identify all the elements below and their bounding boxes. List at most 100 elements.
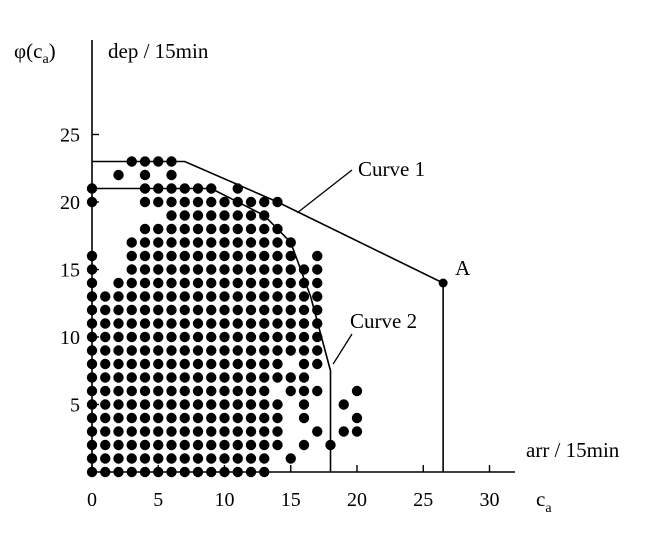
- scatter-point: [126, 304, 137, 316]
- scatter-point: [232, 453, 243, 464]
- scatter-point: [100, 358, 111, 370]
- scatter-point: [285, 318, 296, 329]
- scatter-point: [206, 196, 217, 208]
- scatter-point: [139, 453, 151, 464]
- scatter-point: [245, 345, 257, 356]
- scatter-point: [126, 264, 137, 275]
- x-tick-label: 15: [281, 489, 301, 511]
- scatter-point: [206, 331, 217, 343]
- scatter-point: [232, 385, 243, 397]
- scatter-point: [259, 439, 270, 451]
- scatter-point: [245, 250, 257, 262]
- scatter-point: [192, 237, 204, 248]
- scatter-point: [126, 277, 137, 289]
- scatter-point: [298, 439, 310, 451]
- scatter-point: [245, 385, 257, 397]
- x-tick-label: 10: [215, 489, 235, 511]
- scatter-point: [86, 291, 98, 302]
- scatter-point: [192, 250, 204, 262]
- scatter-point: [232, 358, 243, 370]
- scatter-point: [285, 277, 296, 289]
- scatter-point: [259, 466, 270, 478]
- labels: φ(ca) dep / 15min arr / 15min ca Curve 1…: [14, 39, 620, 516]
- scatter-point: [113, 304, 124, 316]
- scatter-point: [206, 358, 217, 370]
- scatter-point: [192, 439, 204, 451]
- scatter-point: [232, 223, 243, 235]
- scatter-point: [153, 439, 164, 451]
- scatter-point: [298, 345, 310, 356]
- scatter-point: [272, 372, 283, 383]
- scatter-point: [219, 196, 230, 208]
- scatter-point: [272, 399, 283, 410]
- scatter-point: [351, 412, 363, 424]
- scatter-point: [179, 358, 190, 370]
- scatter-point: [192, 183, 204, 194]
- scatter-point: [338, 399, 349, 410]
- scatter-point: [192, 453, 204, 464]
- scatter-point: [166, 277, 177, 289]
- scatter-point: [285, 372, 296, 383]
- scatter-point: [126, 156, 137, 167]
- scatter-point: [192, 277, 204, 289]
- scatter-point: [153, 304, 164, 316]
- scatter-point: [272, 291, 283, 302]
- scatter-point: [126, 331, 137, 343]
- scatter-point: [206, 439, 217, 451]
- y-tick-label: 25: [60, 125, 80, 147]
- scatter-point: [272, 250, 283, 262]
- x-axis-symbol: ca: [536, 487, 552, 516]
- scatter-point: [298, 291, 310, 302]
- scatter-point: [179, 426, 190, 437]
- scatter-point: [153, 277, 164, 289]
- scatter-point: [166, 331, 177, 343]
- y-axis-label: φ(ca): [14, 39, 56, 67]
- scatter-point: [179, 345, 190, 356]
- scatter-point: [166, 223, 177, 235]
- scatter-point: [153, 237, 164, 248]
- scatter-point: [153, 331, 164, 343]
- scatter-point: [86, 250, 98, 262]
- scatter-point: [179, 291, 190, 302]
- scatter-point: [232, 318, 243, 329]
- scatter-point: [219, 426, 230, 437]
- scatter-point: [100, 385, 111, 397]
- scatter-point: [206, 304, 217, 316]
- scatter-point: [166, 291, 177, 302]
- scatter-point: [298, 399, 310, 410]
- scatter-point: [126, 358, 137, 370]
- scatter-point: [100, 412, 111, 424]
- scatter-point: [272, 264, 283, 275]
- scatter-point: [153, 318, 164, 329]
- scatter-point: [139, 264, 151, 275]
- scatter-point: [245, 358, 257, 370]
- scatter-point: [312, 318, 323, 329]
- scatter-point: [206, 210, 217, 221]
- scatter-point: [179, 399, 190, 410]
- scatter-point: [153, 372, 164, 383]
- scatter-point: [259, 331, 270, 343]
- scatter-point: [86, 318, 98, 329]
- scatter-point: [179, 304, 190, 316]
- scatter-point: [126, 453, 137, 464]
- scatter-point: [232, 304, 243, 316]
- scatter-point: [192, 264, 204, 275]
- scatter-point: [153, 291, 164, 302]
- scatter-point: [113, 399, 124, 410]
- scatter-point: [219, 237, 230, 248]
- scatter-point: [166, 412, 177, 424]
- scatter-point: [259, 385, 270, 397]
- scatter-point: [179, 264, 190, 275]
- scatter-point: [153, 426, 164, 437]
- scatter-point: [86, 304, 98, 316]
- scatter-point: [285, 264, 296, 275]
- scatter-point: [272, 196, 283, 208]
- scatter-point: [272, 223, 283, 235]
- scatter-point: [139, 304, 151, 316]
- scatter-point: [298, 372, 310, 383]
- scatter-point: [206, 183, 217, 194]
- scatter-point: [139, 223, 151, 235]
- scatter-point: [192, 358, 204, 370]
- scatter-point: [259, 345, 270, 356]
- scatter-point: [245, 196, 257, 208]
